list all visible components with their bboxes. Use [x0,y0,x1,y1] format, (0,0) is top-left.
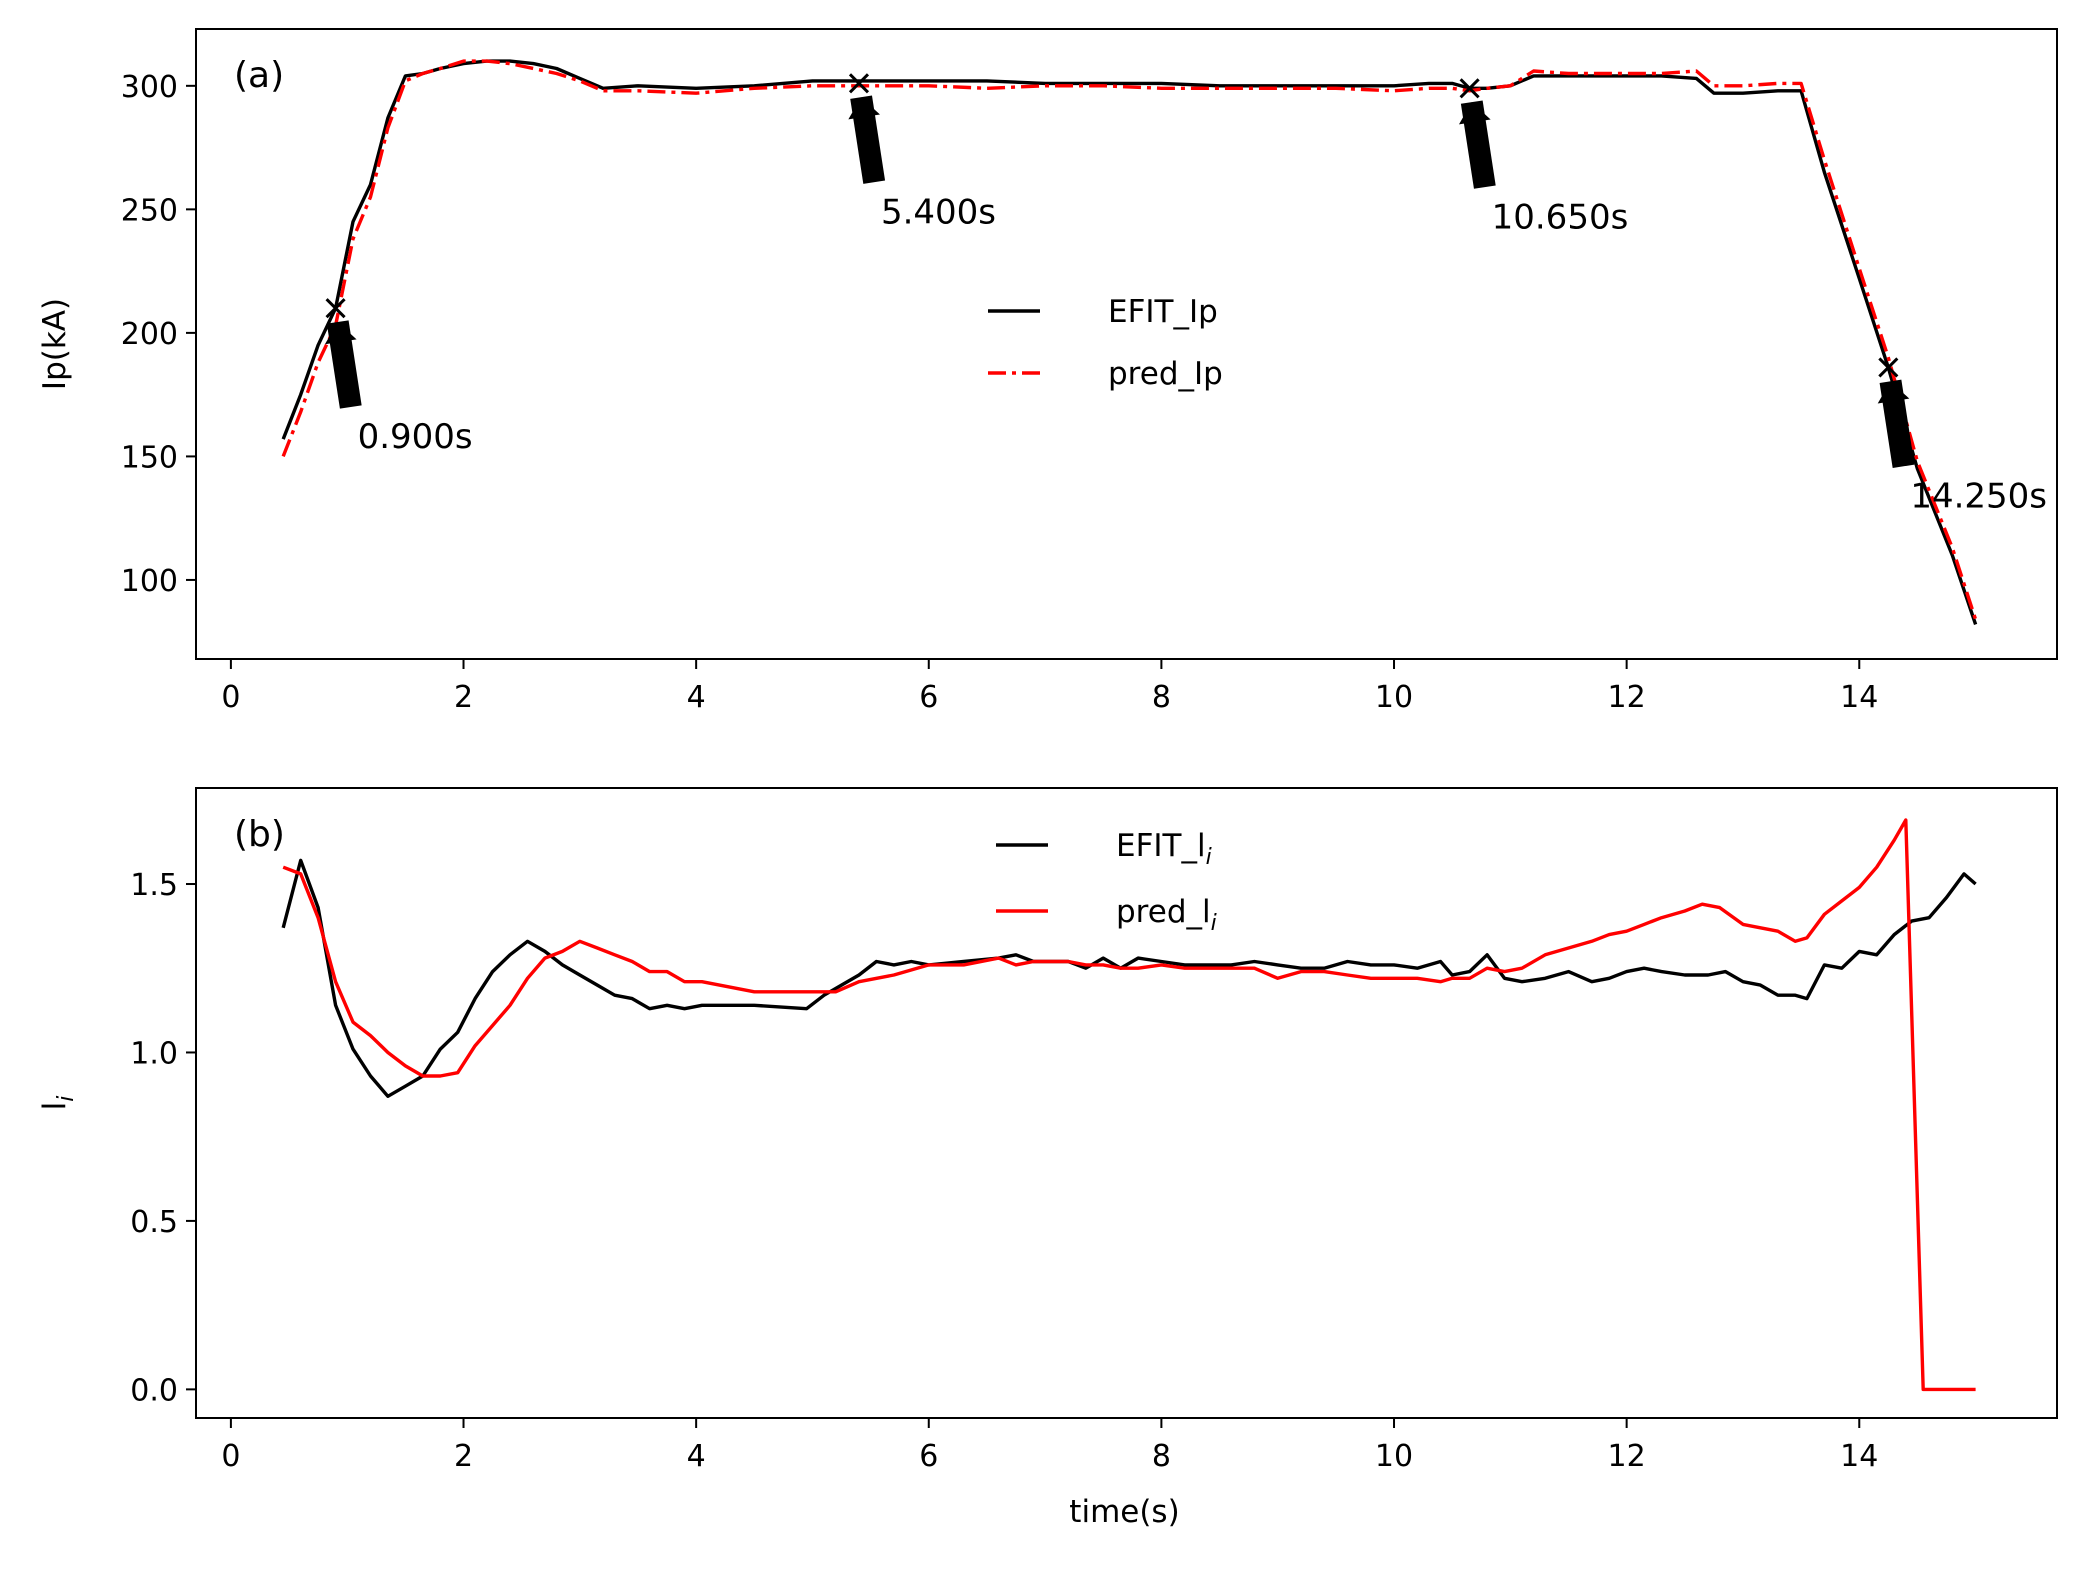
annotation-arrow-head [848,97,880,120]
legend-label-EFIT_li-subscript: i [1206,845,1212,870]
x-tick-label: 6 [919,680,938,715]
y-tick-label: 300 [121,70,178,105]
annotation-arrow-head [324,322,357,345]
x-tick-label: 6 [919,1439,938,1474]
annotation-label: 10.650s [1492,197,1629,237]
x-tick-label: 12 [1608,1439,1646,1474]
x-tick-label: 4 [687,1439,706,1474]
annotation-arrow-head [1458,102,1491,125]
panel-label: (a) [234,55,284,96]
legend: EFIT_Ip pred_Ip [988,294,1223,392]
series-group [281,59,1978,625]
series-group [281,818,1977,1392]
x-tick-label: 8 [1152,1439,1171,1474]
x-tick-label: 14 [1840,680,1878,715]
y-tick-label: 200 [121,317,178,352]
legend-label-EFIT_Ip: EFIT_Ip [1108,294,1218,330]
legend-label-EFIT_li-main: EFIT_l [1116,828,1206,864]
y-tick-label: 0.5 [130,1205,178,1240]
annotation-0: 0.900s [324,298,473,457]
x-axis-title: time(s) [1069,1494,1179,1530]
x-tick-label: 2 [454,680,473,715]
series-line-pred_li [282,818,1976,1392]
y-axis-title-subscript: i [54,1096,79,1102]
legend-label-pred_li: pred_li [1116,894,1217,936]
x-tick-label: 4 [687,680,706,715]
y-tick-label: 100 [121,564,178,599]
panel-a-ip-chart: 0.900s 5.400s 10.650s 14.250s 0 2 4 6 8 10 12 14 100… [37,28,2058,715]
x-tick-label: 12 [1608,680,1646,715]
annotation-arrow-head [1877,381,1910,404]
x-tick-label: 10 [1375,680,1413,715]
x-tick-label: 0 [221,1439,240,1474]
y-axis-title: li [37,1096,79,1111]
series-line-EFIT_li [281,858,1977,1099]
annotation-x-marker [848,73,870,94]
y-axis-title: Ip(kA) [37,298,73,390]
x-tick-label: 0 [221,680,240,715]
x-tick-label: 2 [454,1439,473,1474]
annotation-1: 5.400s [848,73,996,232]
y-tick-label: 1.5 [130,868,178,903]
series-line-pred_Ip [281,59,1978,621]
annotation-label: 5.400s [881,192,996,232]
y-axis-title-main: l [37,1102,73,1111]
plot-frame [195,787,2058,1419]
annotation-x-marker [1878,357,1899,378]
annotation-3: 14.250s [1877,357,2047,516]
annotation-x-marker [1459,78,1480,99]
legend-label-pred_li-main: pred_l [1116,894,1211,930]
legend-label-pred_li-subscript: i [1211,911,1217,936]
x-tick-label: 10 [1375,1439,1413,1474]
x-tick-label: 8 [1152,680,1171,715]
annotation-x-marker [325,298,346,319]
legend-label-pred_Ip: pred_Ip [1108,356,1223,392]
y-tick-label: 150 [121,440,178,475]
annotation-2: 10.650s [1458,78,1629,237]
x-tick-label: 14 [1840,1439,1878,1474]
panel-label: (b) [234,814,285,855]
y-tick-label: 1.0 [130,1036,178,1071]
annotation-label: 14.250s [1910,476,2047,516]
plot-frame [195,28,2058,660]
y-tick-label: 250 [121,193,178,228]
legend-label-EFIT_li: EFIT_li [1116,828,1212,870]
annotation-label: 0.900s [358,417,473,457]
y-tick-label: 0.0 [130,1373,178,1408]
